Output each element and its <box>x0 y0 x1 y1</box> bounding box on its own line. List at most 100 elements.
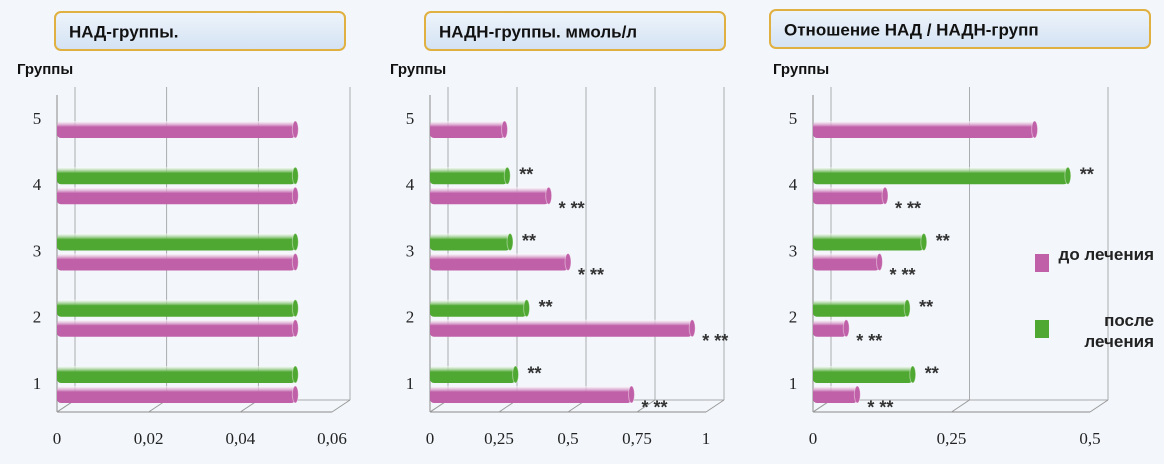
x-tick-label: 0,06 <box>317 429 347 448</box>
x-tick-label: 0,04 <box>225 429 255 448</box>
title-box <box>54 11 346 51</box>
x-tick-label: 0,25 <box>937 429 967 448</box>
bar <box>57 386 296 403</box>
bar <box>430 187 549 205</box>
annotation: ** <box>519 165 533 185</box>
y-tick-label: 4 <box>789 175 798 194</box>
annotation: ** <box>919 297 933 317</box>
annotation: ** <box>1080 165 1094 185</box>
bar-cap <box>291 319 299 338</box>
y-tick-label: 5 <box>33 109 42 128</box>
y-tick-label: 4 <box>33 175 42 194</box>
bar-cap <box>627 385 635 404</box>
bar <box>57 233 296 251</box>
bar <box>430 121 505 138</box>
x-tick-label: 0,75 <box>622 429 652 448</box>
y-tick-label: 1 <box>406 374 415 393</box>
legend-swatch <box>1035 254 1049 272</box>
annotation: * ** <box>641 397 667 417</box>
bar-cap <box>512 365 520 384</box>
legend-label: после лечения <box>1084 311 1154 351</box>
bar <box>57 187 296 205</box>
bar <box>57 299 296 317</box>
bar <box>813 366 913 383</box>
bar-cap <box>545 186 553 205</box>
bar <box>430 233 511 251</box>
bar-cap <box>291 120 299 139</box>
y-tick-label: 5 <box>789 109 798 128</box>
x-tick-label: 0 <box>426 429 435 448</box>
x-tick-label: 1 <box>702 429 711 448</box>
bar-cap <box>291 233 299 251</box>
annotation: ** <box>528 363 542 383</box>
bar <box>57 366 296 383</box>
bar-cap <box>920 233 928 251</box>
bar <box>430 386 632 403</box>
bar-cap <box>903 299 911 318</box>
y-tick-label: 2 <box>406 308 415 327</box>
bar <box>430 366 516 383</box>
y-tick-label: 4 <box>406 175 415 194</box>
bar-cap <box>853 385 861 404</box>
bar-cap <box>506 233 514 251</box>
bar <box>813 167 1068 185</box>
bar <box>57 167 296 185</box>
bar <box>813 233 924 251</box>
y-axis-label: Группы <box>390 61 446 78</box>
bar <box>813 187 886 205</box>
bar-cap <box>291 299 299 318</box>
bar-cap <box>881 186 889 205</box>
bar <box>430 253 568 271</box>
bar <box>813 299 908 317</box>
chart-title: НАДН-группы. ммоль/л <box>439 22 637 41</box>
y-tick-label: 2 <box>33 308 42 327</box>
x-tick-label: 0,5 <box>557 429 578 448</box>
bar <box>813 386 858 403</box>
tick-mark <box>705 399 725 413</box>
annotation: ** <box>522 231 536 251</box>
bar-cap <box>564 253 572 271</box>
bar <box>57 253 296 271</box>
x-tick-label: 0 <box>809 429 818 448</box>
tick-mark <box>636 399 656 413</box>
tick-mark <box>951 399 970 413</box>
x-tick-label: 0,5 <box>1079 429 1100 448</box>
bar-cap <box>909 365 917 384</box>
y-axis-label: Группы <box>773 61 829 78</box>
annotation: * ** <box>895 199 921 219</box>
bar <box>813 121 1035 138</box>
y-tick-label: 3 <box>406 241 415 260</box>
y-tick-label: 1 <box>789 374 798 393</box>
bar-cap <box>291 253 299 271</box>
bar-cap <box>875 253 883 271</box>
bar-cap <box>1031 120 1039 139</box>
annotation: ** <box>925 363 939 383</box>
bar <box>57 319 296 337</box>
y-axis-label: Группы <box>17 61 73 78</box>
bar-cap <box>291 186 299 205</box>
bar <box>813 253 880 271</box>
annotation: ** <box>539 297 553 317</box>
y-tick-label: 3 <box>33 241 42 260</box>
bar-cap <box>523 299 531 318</box>
bar-cap <box>501 120 509 139</box>
bar <box>813 319 847 337</box>
chart-title: НАД-группы. <box>69 22 178 41</box>
bar <box>430 167 508 185</box>
annotation: * ** <box>856 331 882 351</box>
annotation: * ** <box>578 265 604 285</box>
x-tick-label: 0,02 <box>134 429 164 448</box>
legend-label: до лечения <box>1058 245 1154 264</box>
bar-cap <box>291 166 299 185</box>
y-tick-label: 1 <box>33 374 42 393</box>
bar-cap <box>503 166 511 185</box>
annotation: * ** <box>559 199 585 219</box>
legend-swatch <box>1035 320 1049 338</box>
tick-mark <box>1089 399 1109 413</box>
annotation: * ** <box>867 397 893 417</box>
bar-cap <box>842 319 850 338</box>
annotation: ** <box>936 231 950 251</box>
x-tick-label: 0 <box>53 429 62 448</box>
bar <box>430 319 693 337</box>
